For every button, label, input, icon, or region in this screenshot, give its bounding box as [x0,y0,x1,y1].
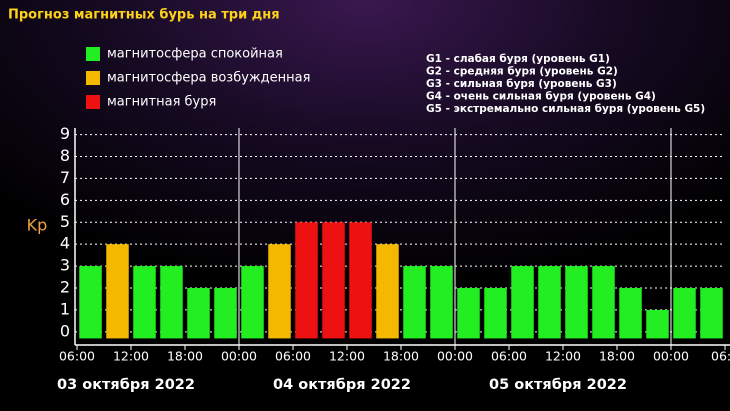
scale-note: G5 - экстремально сильная буря (уровень … [426,103,705,115]
y-tick-label: 4 [60,234,70,253]
x-tick-label: 18:00 [599,349,635,364]
y-tick-label: 2 [60,278,70,297]
x-tick-label: 18:00 [383,349,419,364]
scale-note: G3 - сильная буря (уровень G3) [426,78,617,90]
bar [484,288,507,339]
bar [538,266,561,339]
bar [646,309,669,339]
y-tick-label: 0 [60,321,70,340]
bar [457,288,480,339]
bar [106,244,129,339]
x-tick-label: 18:00 [167,349,203,364]
bar [619,288,642,339]
y-tick-label: 3 [60,256,70,275]
legend-label: магнитная буря [107,95,216,110]
bar [592,266,615,339]
day-label: 03 октября 2022 [57,377,195,393]
legend-label: магнитосфера возбужденная [107,71,310,86]
bar [565,266,588,339]
bar [187,288,210,339]
y-tick-label: 8 [60,146,70,165]
legend-swatch [86,95,100,109]
bar [700,288,723,339]
chart-title: Прогноз магнитных бурь на три дня [8,8,280,23]
x-tick-label: 00:00 [437,349,473,364]
legend-swatch [86,47,100,61]
bar [403,266,426,339]
x-tick-label: 12:00 [329,349,365,364]
y-tick-label: 9 [60,124,70,143]
bar [160,266,183,339]
scale-note: G2 - средняя буря (уровень G2) [426,66,618,78]
y-axis-label: Kp [27,216,48,235]
bar [295,222,318,339]
day-label: 05 октября 2022 [489,377,627,393]
x-tick-label: 06:00 [491,349,527,364]
bar [349,222,372,339]
x-tick-label: 00:00 [221,349,257,364]
bar [322,222,345,339]
y-tick-label: 5 [60,212,70,231]
bar [376,244,399,339]
bar [268,244,291,339]
bar [79,266,102,339]
scale-note: G4 - очень сильная буря (уровень G4) [426,91,656,103]
x-tick-label: 06:00 [275,349,311,364]
legend-swatch [86,71,100,85]
bar [430,266,453,339]
y-tick-label: 6 [60,190,70,209]
x-tick-label: 06: [711,349,730,364]
y-tick-label: 1 [60,299,70,318]
bar [241,266,264,339]
legend-label: магнитосфера спокойная [107,47,283,62]
scale-note: G1 - слабая буря (уровень G1) [426,53,610,65]
day-label: 04 октября 2022 [273,377,411,393]
bar [133,266,156,339]
bar [214,288,237,339]
bar [673,288,696,339]
y-tick-label: 7 [60,168,70,187]
bar [511,266,534,339]
x-tick-label: 12:00 [545,349,581,364]
x-tick-label: 06:00 [59,349,95,364]
x-tick-label: 12:00 [113,349,149,364]
x-tick-label: 00:00 [653,349,689,364]
